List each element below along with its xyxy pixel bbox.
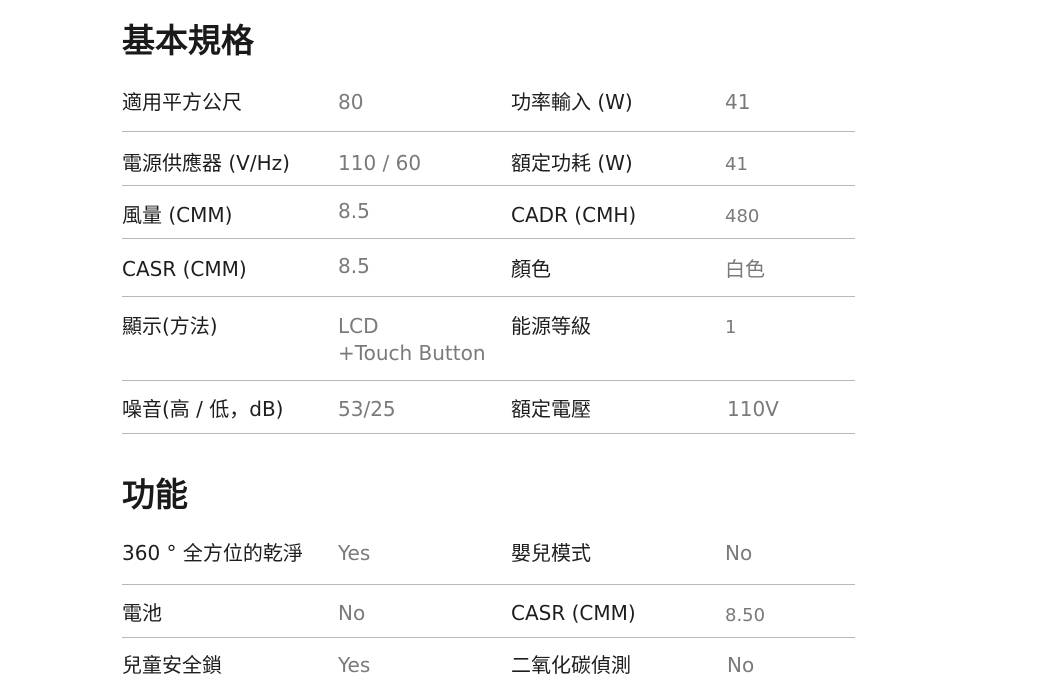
feature-label: CASR (CMM)	[511, 601, 636, 625]
spec-label: 電源供應器 (V/Hz)	[122, 151, 290, 175]
spec-label: CADR (CMH)	[511, 203, 637, 227]
spec-label: 噪音(高 / 低，dB)	[122, 397, 284, 421]
spec-value: 41	[725, 90, 751, 114]
features-heading: 功能	[122, 475, 188, 514]
spec-label: 額定電壓	[511, 397, 591, 421]
spec-value: 白色	[725, 257, 765, 281]
feature-value: 8.50	[725, 605, 766, 626]
spec-label: 適用平方公尺	[122, 90, 242, 114]
feature-label: 360 ° 全方位的乾淨	[122, 541, 303, 565]
row-divider	[122, 584, 855, 585]
spec-value: 1	[725, 317, 737, 338]
row-divider	[122, 637, 855, 638]
spec-value: 110V	[727, 397, 779, 421]
feature-label: 電池	[122, 601, 162, 625]
feature-label: 兒童安全鎖	[122, 653, 222, 677]
spec-label: 顏色	[511, 257, 551, 281]
spec-label: 額定功耗 (W)	[511, 151, 633, 175]
spec-value: 8.5	[338, 254, 370, 278]
spec-value: 8.5	[338, 199, 370, 223]
specs-heading: 基本規格	[122, 21, 254, 60]
spec-label: CASR (CMM)	[122, 257, 247, 281]
feature-value: Yes	[338, 541, 371, 565]
row-divider	[122, 433, 855, 434]
spec-value: 53/25	[338, 397, 396, 421]
spec-label: 風量 (CMM)	[122, 203, 233, 227]
feature-value: No	[725, 541, 753, 565]
spec-label: 功率輸入 (W)	[511, 90, 633, 114]
row-divider	[122, 185, 855, 186]
spec-value: 41	[725, 154, 748, 175]
feature-label: 二氧化碳偵測	[511, 653, 631, 677]
spec-value: LCD	[338, 314, 379, 338]
row-divider	[122, 238, 855, 239]
spec-value: 110 / 60	[338, 151, 422, 175]
feature-value: No	[727, 653, 755, 677]
feature-label: 嬰兒模式	[511, 541, 591, 565]
spec-value: 80	[338, 90, 364, 114]
spec-label: 顯示(方法)	[122, 314, 218, 338]
feature-value: No	[338, 601, 366, 625]
spec-value: 480	[725, 206, 760, 227]
spec-value: +Touch Button	[338, 341, 486, 365]
feature-value: Yes	[338, 653, 371, 677]
spec-label: 能源等級	[511, 314, 591, 338]
row-divider	[122, 131, 855, 132]
row-divider	[122, 296, 855, 297]
row-divider	[122, 380, 855, 381]
